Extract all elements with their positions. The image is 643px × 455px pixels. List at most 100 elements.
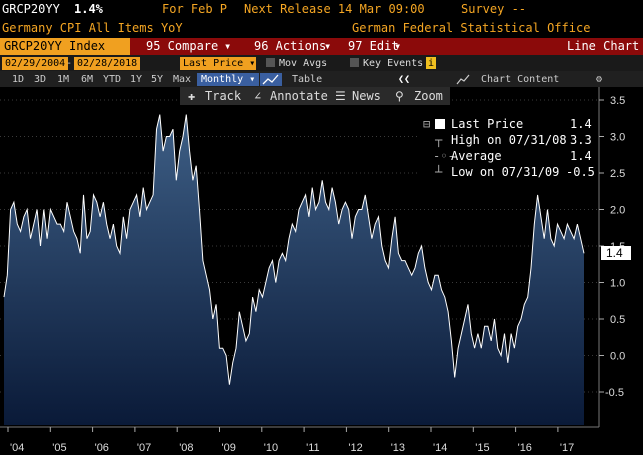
period-ytd[interactable]: YTD: [103, 74, 122, 85]
chart-type-label: Line Chart: [567, 39, 640, 53]
header-row-2: Germany CPI All Items YoY German Federal…: [0, 20, 643, 38]
security-index-field[interactable]: GRCP20YY Index: [0, 38, 130, 55]
legend-high-value: 3.3: [570, 133, 592, 147]
frequency-label: Monthly: [201, 74, 244, 85]
x-tick-label: '15: [475, 442, 489, 454]
edit-button[interactable]: 97 Edit: [348, 39, 399, 53]
y-axis: 3.53.02.52.01.51.00.50.0-0.5: [598, 87, 625, 427]
period-max[interactable]: Max: [173, 74, 192, 85]
date-range-bar: [0, 55, 643, 71]
high-marker-icon: ┬: [435, 133, 443, 147]
y-tick-label: 2.0: [610, 205, 625, 217]
x-tick-label: '11: [306, 442, 320, 454]
field-select[interactable]: Last Price ▾: [180, 57, 256, 70]
chart-content-button[interactable]: Chart Content: [481, 74, 560, 85]
period-1m[interactable]: 1M: [57, 74, 70, 85]
function-toolbar: [0, 38, 643, 55]
series-area-fill: [4, 114, 584, 425]
chevron-down-icon: ▾: [249, 74, 256, 85]
x-tick-label: '13: [391, 442, 405, 454]
period-bar: [0, 71, 643, 87]
news-button[interactable]: News: [352, 89, 381, 103]
gear-icon[interactable]: ⚙: [596, 74, 603, 85]
x-tick-label: '05: [52, 442, 66, 454]
period-5y[interactable]: 5Y: [151, 74, 164, 85]
x-tick-label: '16: [518, 442, 532, 454]
chart-content-icon[interactable]: [456, 73, 470, 86]
average-marker-icon: -◦-: [433, 149, 455, 163]
x-tick-label: '04: [10, 442, 24, 454]
key-events-checkbox[interactable]: [350, 58, 359, 67]
x-tick-label: '14: [433, 442, 447, 454]
source-label: German Federal Statistical Office: [352, 21, 591, 35]
legend-last-price-label: Last Price: [451, 117, 524, 131]
compare-button[interactable]: 95 Compare: [146, 39, 219, 53]
ticker-label: GRCP20YY: [2, 2, 60, 16]
y-tick-label: 3.0: [610, 132, 625, 144]
news-icon: ☰: [335, 89, 346, 103]
legend-average-label: Average: [451, 149, 502, 163]
period-1y[interactable]: 1Y: [130, 74, 143, 85]
y-tick-label: 0.0: [610, 351, 625, 363]
y-tick-label: 1.0: [610, 278, 625, 290]
x-tick-label: '12: [348, 442, 362, 454]
period-6m[interactable]: 6M: [81, 74, 94, 85]
y-tick-label: 0.5: [610, 314, 625, 326]
last-value-tag: 1.4: [601, 246, 631, 260]
period-label: For Feb P: [162, 2, 228, 16]
series-line: [3, 114, 585, 385]
last-value-tag-bg: [601, 246, 631, 260]
next-release-label: Next Release 14 Mar 09:00: [244, 2, 425, 16]
last-value-tag-text: 1.4: [606, 246, 623, 260]
legend-low-value: -0.5: [566, 165, 595, 179]
period-3d[interactable]: 3D: [34, 74, 47, 85]
collapse-icon[interactable]: ❮❮: [398, 74, 411, 85]
actions-button[interactable]: 96 Actions: [254, 39, 327, 53]
zoom-button[interactable]: Zoom: [414, 89, 443, 103]
mov-avgs-checkbox[interactable]: [266, 58, 275, 67]
date-separator: -: [66, 58, 73, 69]
frequency-select[interactable]: Monthly ▾: [197, 73, 260, 86]
chevron-down-icon: ▾: [249, 58, 256, 69]
legend-toggle-icon[interactable]: ⊟: [423, 117, 431, 131]
annotate-button[interactable]: Annotate: [270, 89, 328, 103]
x-tick-label: '06: [95, 442, 109, 454]
legend-low-label: Low on 07/31/09: [451, 165, 560, 179]
start-date-input[interactable]: 02/29/2004: [2, 57, 69, 70]
actions-dropdown-icon[interactable]: ▾: [324, 39, 332, 53]
description-label: Germany CPI All Items YoY: [2, 21, 183, 35]
edit-dropdown-icon[interactable]: ▾: [394, 39, 402, 53]
table-button[interactable]: Table: [292, 74, 323, 85]
zoom-icon: ⚲: [395, 89, 404, 103]
chart-area[interactable]: 3.53.02.52.01.51.00.50.0-0.5 '04'05'06'0…: [0, 87, 643, 455]
y-tick-label: 2.5: [610, 168, 625, 180]
mov-avgs-label: Mov Avgs: [279, 58, 328, 69]
x-tick-label: '09: [222, 442, 236, 454]
header-row-1: GRCP20YY 1.4% For Feb P Next Release 14 …: [0, 0, 643, 20]
y-tick-label: -0.5: [605, 387, 624, 399]
last-price-swatch: [435, 119, 445, 129]
x-tick-label: '10: [264, 442, 278, 454]
legend-high-label: High on 07/31/08: [451, 133, 567, 147]
legend-average-value: 1.4: [570, 149, 592, 163]
key-events-label: Key Events: [363, 58, 424, 69]
legend-box: ⊟ Last Price 1.4 ┬ High on 07/31/08 3.3 …: [417, 114, 597, 186]
current-value: 1.4%: [74, 2, 103, 16]
compare-dropdown-icon[interactable]: ▾: [224, 39, 232, 53]
low-marker-icon: ┴: [435, 165, 443, 179]
x-tick-label: '07: [137, 442, 151, 454]
y-tick-label: 3.5: [610, 95, 625, 107]
chart-controls: ✚ Track ∠ Annotate ☰ News ⚲ Zoom: [180, 87, 450, 105]
x-tick-label: '17: [560, 442, 574, 454]
x-tick-label: '08: [179, 442, 193, 454]
track-button[interactable]: Track: [205, 89, 242, 103]
end-date-input[interactable]: 02/28/2018: [74, 57, 141, 70]
line-chart-icon[interactable]: [260, 73, 282, 86]
info-icon[interactable]: i: [426, 57, 436, 69]
x-axis: '04 '05 '06 '07 '08 '09 '10 '11 '12 '13 '14 '15 '16 '…: [0, 426, 599, 454]
legend-last-price-value: 1.4: [570, 117, 592, 131]
annotate-icon: ∠: [254, 89, 262, 103]
survey-label: Survey --: [461, 2, 527, 16]
track-icon: ✚: [188, 89, 196, 103]
period-1d[interactable]: 1D: [12, 74, 25, 85]
